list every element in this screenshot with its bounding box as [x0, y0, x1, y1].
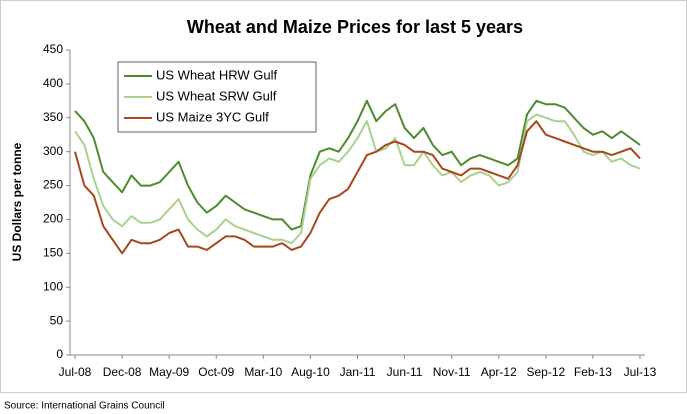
x-tick-label: Nov-11	[433, 365, 471, 379]
legend-label: US Wheat SRW Gulf	[156, 88, 277, 103]
x-tick-label: Dec-08	[103, 365, 142, 379]
y-tick-label: 300	[43, 144, 63, 158]
chart-frame	[0, 0, 687, 393]
series-line	[74, 99, 641, 231]
legend-label: US Maize 3YC Gulf	[156, 109, 269, 124]
y-tick-label: 200	[43, 212, 63, 226]
x-tick-label: Sep-12	[526, 365, 565, 379]
y-tick-label: 450	[43, 42, 63, 56]
y-tick-label: 250	[43, 178, 63, 192]
x-tick-label: May-09	[149, 365, 189, 379]
x-tick-label: Jul-08	[59, 365, 92, 379]
x-tick-label: Jun-11	[387, 365, 423, 379]
x-tick-label: Aug-10	[291, 365, 330, 379]
y-tick-label: 0	[56, 347, 63, 361]
series-line	[74, 120, 641, 255]
x-tick-label: Jul-13	[624, 365, 657, 379]
x-tick-label: Feb-13	[574, 365, 612, 379]
y-tick-label: 100	[43, 279, 63, 293]
x-tick-label: Apr-12	[481, 365, 517, 379]
y-tick-label: 150	[43, 246, 63, 260]
y-tick-label: 400	[43, 76, 63, 90]
y-tick-label: 350	[43, 110, 63, 124]
y-tick-label: 50	[50, 313, 64, 327]
source-note: Source: International Grains Council	[4, 401, 165, 412]
x-tick-label: Jan-11	[340, 365, 376, 379]
x-tick-label: Oct-09	[198, 365, 234, 379]
legend-label: US Wheat HRW Gulf	[156, 67, 278, 82]
series-line	[74, 113, 641, 245]
chart-title: Wheat and Maize Prices for last 5 years	[187, 17, 523, 37]
y-axis-label: US Dollars per tonne	[10, 142, 24, 261]
x-tick-label: Mar-10	[244, 365, 282, 379]
